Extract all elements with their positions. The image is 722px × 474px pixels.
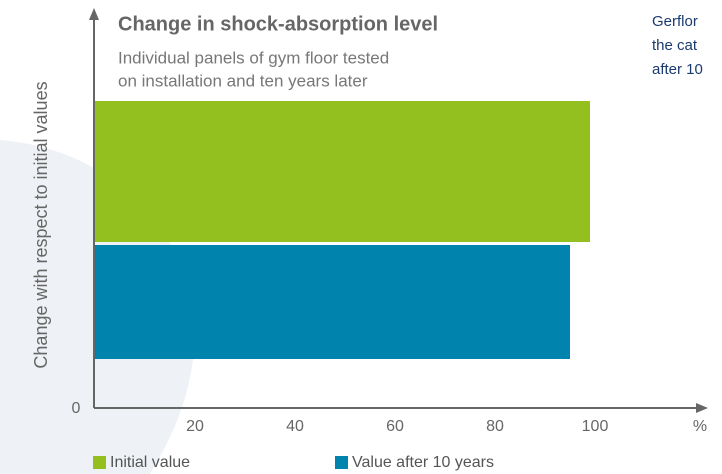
chart-subtitle: on installation and ten years later <box>118 71 368 90</box>
x-tick-label: 100 <box>582 418 609 435</box>
chart-subtitle: Individual panels of gym floor tested <box>118 48 389 67</box>
annotation: after 10 <box>652 61 703 78</box>
chart-title: Change in shock-absorption level <box>118 13 438 35</box>
x-tick-label: 0 <box>72 400 81 417</box>
bar <box>95 245 570 359</box>
y-axis-arrow <box>89 8 99 20</box>
x-axis-arrow <box>696 403 708 413</box>
legend-swatch <box>93 456 106 469</box>
legend-swatch <box>335 456 348 469</box>
annotation: the cat <box>652 37 698 54</box>
y-axis-label: Change with respect to initial values <box>31 81 51 368</box>
legend-label: Value after 10 years <box>352 454 494 471</box>
x-tick-label: 20 <box>186 418 204 435</box>
x-tick-label: 80 <box>486 418 504 435</box>
annotation: Gerflor <box>652 13 698 30</box>
x-tick-label: 60 <box>386 418 404 435</box>
x-tick-label: 40 <box>286 418 304 435</box>
legend-label: Initial value <box>110 454 190 471</box>
x-axis-label: % <box>693 418 707 435</box>
bar <box>95 101 590 242</box>
